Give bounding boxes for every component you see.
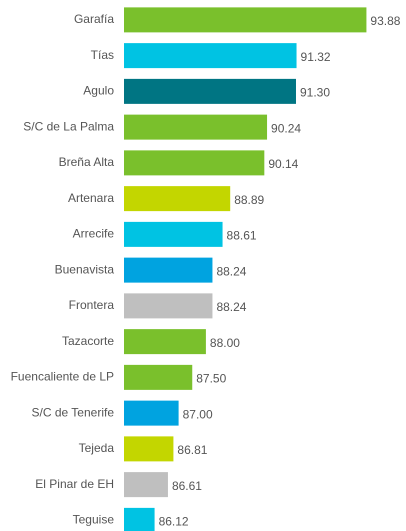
value-label: 86.81 [177, 443, 207, 457]
category-label: Fuencaliente de LP [11, 370, 114, 384]
value-label: 91.30 [300, 86, 330, 100]
category-label: Breña Alta [59, 155, 115, 169]
value-label: 86.61 [172, 479, 202, 493]
value-label: 88.89 [234, 193, 264, 207]
bar [124, 436, 174, 462]
category-label: S/C de Tenerife [32, 405, 115, 419]
value-label: 93.88 [370, 14, 400, 28]
value-label: 88.24 [216, 264, 246, 278]
bar [124, 293, 213, 319]
value-label: 91.32 [301, 50, 331, 64]
value-label: 88.24 [216, 300, 246, 314]
value-label: 86.12 [159, 515, 189, 529]
category-label: Tazacorte [62, 334, 114, 348]
bar [124, 329, 206, 355]
category-label: Tías [91, 48, 114, 62]
category-label: Garafía [74, 12, 114, 26]
bar [124, 7, 367, 33]
bar [124, 150, 265, 176]
category-label: Frontera [69, 298, 115, 312]
value-label: 87.50 [196, 372, 226, 386]
bar [124, 400, 179, 426]
bar [124, 114, 268, 140]
value-label: 90.14 [268, 157, 298, 171]
value-label: 88.00 [210, 336, 240, 350]
bar [124, 507, 155, 531]
category-label: Buenavista [55, 262, 115, 276]
category-label: El Pinar de EH [35, 477, 114, 491]
category-label: Arrecife [73, 227, 115, 241]
value-label: 88.61 [227, 229, 257, 243]
value-label: 87.00 [183, 407, 213, 421]
bar [124, 364, 193, 390]
bar [124, 186, 231, 212]
value-label: 90.24 [271, 121, 301, 135]
bar [124, 472, 168, 498]
category-label: Agulo [83, 84, 114, 98]
category-label: Tejeda [79, 441, 115, 455]
bar [124, 78, 296, 104]
bar [124, 221, 223, 247]
category-label: Artenara [68, 191, 114, 205]
category-label: Teguise [73, 513, 115, 527]
bar [124, 43, 297, 69]
category-label: S/C de La Palma [23, 119, 114, 133]
bar [124, 257, 213, 283]
